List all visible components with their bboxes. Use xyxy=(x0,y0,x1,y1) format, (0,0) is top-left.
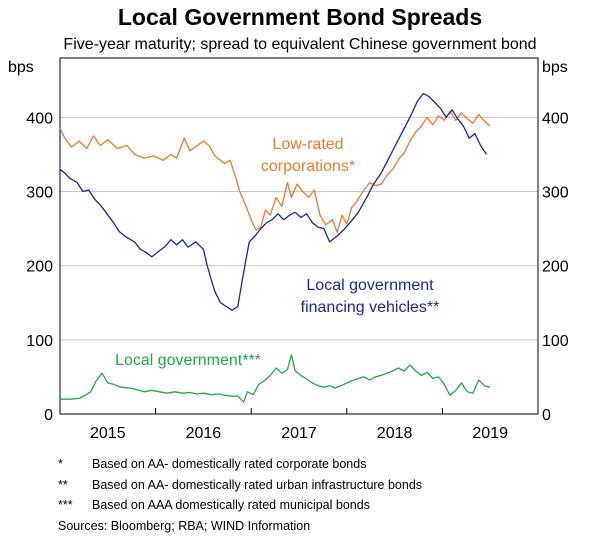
y-tick-label-left: 300 xyxy=(26,185,53,202)
footnote-1: * Based on AA- domestically rated corpor… xyxy=(58,454,422,475)
series-label: corporations* xyxy=(261,158,355,175)
y-tick-label-right: 200 xyxy=(542,259,569,276)
y-axis-label-right: bps xyxy=(542,59,568,76)
y-tick-label-right: 300 xyxy=(542,185,569,202)
y-tick-label-left: 100 xyxy=(26,333,53,350)
sources-note: Sources: Bloomberg; RBA; WIND Informatio… xyxy=(58,516,422,536)
y-tick-label-left: 400 xyxy=(26,110,53,127)
footnote-marker: * xyxy=(58,454,92,475)
x-tick-label: 2017 xyxy=(281,425,317,442)
x-tick-label: 2019 xyxy=(472,425,508,442)
series-label: Local government xyxy=(306,277,434,294)
x-tick-label: 2016 xyxy=(186,425,222,442)
y-tick-label-right: 100 xyxy=(542,333,569,350)
series-label: Local government*** xyxy=(115,352,261,369)
footnote-3: *** Based on AAA domestically rated muni… xyxy=(58,495,422,516)
y-tick-label-right: 0 xyxy=(542,407,551,424)
x-tick-label: 2018 xyxy=(377,425,413,442)
y-tick-label-right: 400 xyxy=(542,110,569,127)
footnote-text: Based on AAA domestically rated municipa… xyxy=(92,495,370,516)
series-label: Low-rated xyxy=(272,136,343,153)
footnote-marker: *** xyxy=(58,495,92,516)
y-tick-label-left: 0 xyxy=(44,407,53,424)
y-axis-label-left: bps xyxy=(8,59,34,76)
footnotes: * Based on AA- domestically rated corpor… xyxy=(58,454,422,536)
x-tick-label: 2015 xyxy=(90,425,126,442)
footnote-2: ** Based on AA- domestically rated urban… xyxy=(58,475,422,496)
footnote-text: Based on AA- domestically rated urban in… xyxy=(92,475,422,496)
series-label: financing vehicles** xyxy=(301,299,440,316)
footnote-marker: ** xyxy=(58,475,92,496)
footnote-text: Based on AA- domestically rated corporat… xyxy=(92,454,366,475)
y-tick-label-left: 200 xyxy=(26,259,53,276)
